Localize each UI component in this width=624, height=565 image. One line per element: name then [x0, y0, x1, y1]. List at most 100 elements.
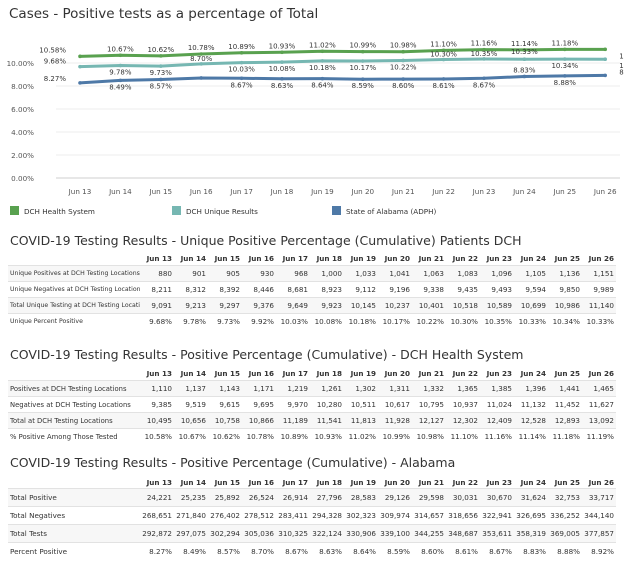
table-cell: 276,402	[208, 506, 242, 525]
data-label: 8.60%	[392, 82, 415, 90]
table-cell: 9,615	[208, 396, 242, 413]
data-point	[603, 47, 607, 52]
table-cell: 1,261	[310, 380, 344, 397]
data-point	[320, 59, 325, 63]
table-cell: 1,302	[344, 380, 378, 397]
table-cell: 8,211	[140, 281, 174, 298]
data-point	[563, 47, 567, 52]
table-cell: 10,866	[242, 412, 276, 429]
data-label: 8.67%	[230, 81, 253, 89]
series-line	[78, 47, 607, 58]
column-header: Jun 24	[520, 368, 546, 378]
table-cell: 9,338	[412, 281, 446, 298]
table-cell: 9,970	[276, 396, 310, 413]
x-tick-label: Jun 13	[68, 187, 92, 196]
data-label: 9.68%	[44, 58, 67, 66]
data-point	[401, 49, 406, 54]
table-cell: 10.58%	[140, 428, 174, 444]
table-cell: 11,541	[310, 412, 344, 429]
table-cell: 322,124	[310, 524, 344, 543]
table-cell: 9,112	[344, 281, 378, 298]
data-label: 11.10%	[430, 40, 457, 48]
y-tick-label: 6.00%	[11, 105, 34, 114]
data-label: 11.19%	[619, 52, 624, 60]
data-label: 11.02%	[309, 41, 336, 49]
column-header: Jun 26	[588, 477, 614, 487]
data-label: 10.33%	[511, 48, 538, 56]
data-label: 10.33%	[619, 62, 624, 70]
table-cell: 292,872	[140, 524, 174, 543]
row-label: Total Unique Testing at DCH Testing Loca…	[8, 297, 140, 314]
column-header: Jun 14	[180, 253, 206, 263]
table-cell: 310,325	[276, 524, 310, 543]
table-cell: 9,213	[174, 297, 208, 314]
table-cell: 8,392	[208, 281, 242, 298]
table-cell: 13,092	[582, 412, 616, 429]
table-corner	[8, 366, 140, 381]
x-tick-label: Jun 15	[148, 187, 172, 196]
table-cell: 1,110	[140, 380, 174, 397]
table-cell: 11.14%	[514, 428, 548, 444]
table-cell: 8,312	[174, 281, 208, 298]
table-cell: 28,583	[344, 488, 378, 507]
table-cell: 29,126	[378, 488, 412, 507]
table-cell: 8.88%	[548, 542, 582, 560]
table-cell: 12,127	[412, 412, 446, 429]
table-cell: 10.03%	[276, 313, 310, 329]
table-cell: 9,435	[446, 281, 480, 298]
table-cell: 377,857	[582, 524, 616, 543]
table-cell: 11,928	[378, 412, 412, 429]
x-tick-label: Jun 23	[472, 187, 496, 196]
table-cell: 10.18%	[344, 313, 378, 329]
data-point	[78, 64, 82, 69]
column-header: Jun 17	[282, 368, 308, 378]
table-cell: 1,151	[582, 265, 616, 282]
table-3-title: COVID-19 Testing Results - Positive Perc…	[10, 455, 456, 470]
row-label: Unique Positives at DCH Testing Location…	[8, 265, 140, 282]
table-cell: 29,598	[412, 488, 446, 507]
x-tick-label: Jun 21	[391, 187, 415, 196]
table-cell: 1,000	[310, 265, 344, 282]
table-header-row: Jun 13 Jun 14 Jun 15 Jun 16 Jun 17 Jun 18 Jun …	[8, 251, 616, 266]
data-label: 11.18%	[551, 39, 578, 47]
data-point	[401, 77, 406, 81]
table-cell: 9,196	[378, 281, 412, 298]
data-label: 10.17%	[349, 64, 376, 72]
table-cell: 30,031	[446, 488, 480, 507]
data-point	[522, 48, 527, 52]
column-header: Jun 20	[384, 253, 410, 263]
table-cell: 9,376	[242, 297, 276, 314]
data-label: 8.83%	[513, 66, 536, 74]
data-label: 10.93%	[269, 42, 296, 50]
table-cell: 1,063	[412, 265, 446, 282]
column-header: Jun 16	[248, 477, 274, 487]
table-cell: 9,594	[514, 281, 548, 298]
column-header: Jun 23	[486, 368, 512, 378]
data-point	[239, 50, 244, 55]
data-label: 8.67%	[473, 81, 496, 89]
x-tick-label: Jun 26	[593, 187, 617, 196]
data-point	[522, 74, 527, 79]
data-label: 10.98%	[390, 42, 417, 50]
table-cell: 1,365	[446, 380, 480, 397]
table-cell: 8,446	[242, 281, 276, 298]
data-point	[522, 57, 527, 62]
table-cell: 12,528	[514, 412, 548, 429]
table-cell: 10.93%	[310, 428, 344, 444]
table-cell: 9.78%	[174, 313, 208, 329]
data-label: 10.08%	[269, 65, 296, 73]
table-cell: 9.92%	[242, 313, 276, 329]
table-cell: 30,670	[480, 488, 514, 507]
x-tick-label: Jun 25	[552, 187, 576, 196]
line-chart: Cases - Positive tests as a percentage o…	[7, 6, 624, 216]
column-header: Jun 14	[180, 477, 206, 487]
table-cell: 9.68%	[140, 313, 174, 329]
table-cell: 322,941	[480, 506, 514, 525]
table-cell: 11,452	[548, 396, 582, 413]
column-header: Jun 26	[588, 368, 614, 378]
table-cell: 10,237	[378, 297, 412, 314]
table-cell: 302,294	[208, 524, 242, 543]
data-point	[441, 48, 446, 53]
data-point	[159, 64, 163, 68]
data-point	[603, 73, 607, 78]
